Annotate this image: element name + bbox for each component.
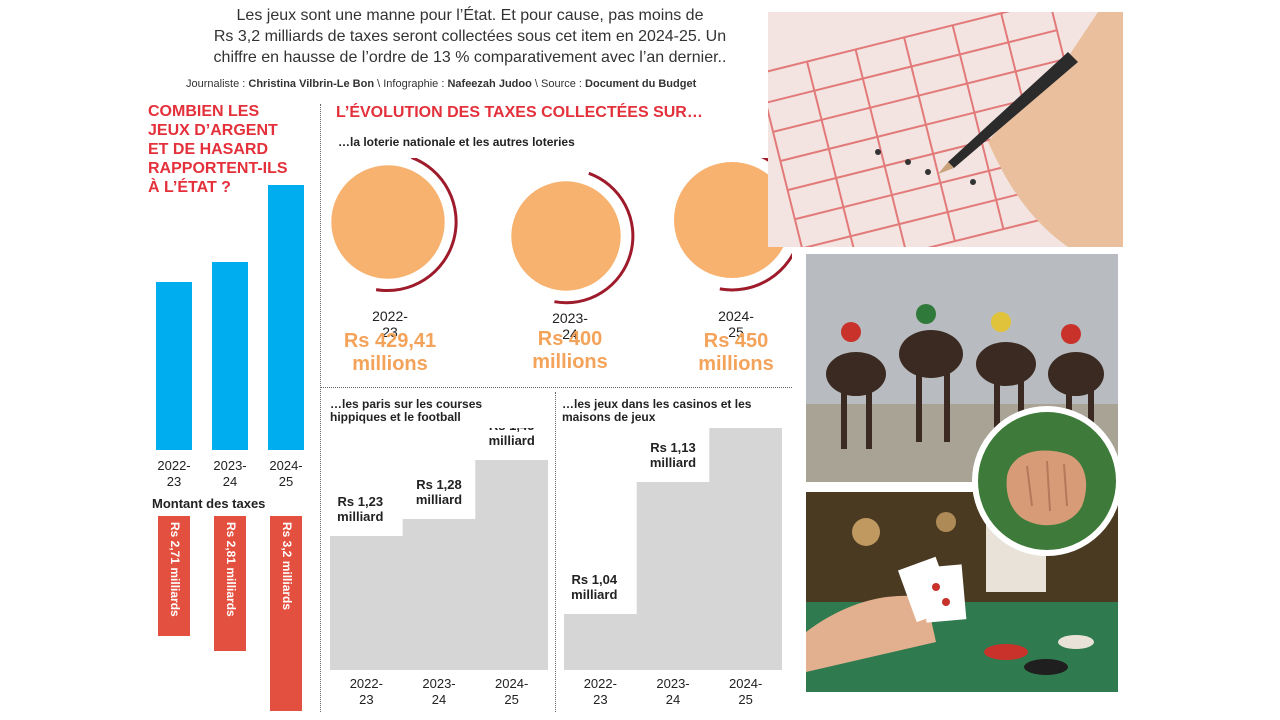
main-title-line: COMBIEN LES	[148, 103, 260, 120]
step-value-label: Rs 1,23 milliard	[337, 494, 383, 524]
x-tick-label: 2024- 25	[269, 458, 303, 489]
x-tick-label: 2023- 24	[656, 676, 690, 707]
divider-vertical-2	[555, 392, 556, 712]
journalist-name: Christina Vilbrin-Le Bon	[248, 78, 375, 90]
x-tick-label: 2023- 24	[422, 676, 456, 707]
loterie-labels: 2022-23 Rs 429,41 millions 2023-24 Rs 400 mil…	[322, 308, 792, 380]
fist-photo	[972, 406, 1122, 556]
loterie-arc	[554, 171, 635, 305]
main-title-line: JEUX D’ARGENT	[148, 122, 278, 139]
total-tax-bar	[212, 262, 248, 450]
casino-photo	[806, 492, 1118, 692]
tax-amount-label: Rs 2,81 milliards	[224, 522, 238, 617]
total-taxes-x-axis: 2022- 23 2023- 24 2024- 25	[150, 458, 310, 494]
intro-line-1: Les jeux sont une manne pour l’État. Et …	[236, 7, 704, 24]
tax-amount-label: Rs 3,2 milliards	[280, 522, 294, 611]
paris-subtitle: …les paris sur les courses hippiques et …	[330, 398, 482, 424]
paris-subtitle-line: …les paris sur les courses	[330, 397, 483, 411]
paris-subtitle-line: hippiques et le football	[330, 410, 461, 424]
step-value-label: Rs 1,04 milliard	[571, 572, 618, 602]
loterie-year: 2022-23	[372, 308, 408, 340]
loterie-subtitle: …la loterie nationale et les autres lote…	[338, 135, 575, 149]
x-tick-label: 2023- 24	[213, 458, 247, 489]
loterie-amount: Rs 429,41 millions	[343, 330, 437, 375]
x-tick-label: 2022- 23	[157, 458, 191, 489]
main-title: COMBIEN LES JEUX D’ARGENT ET DE HASARD R…	[148, 102, 308, 197]
intro-paragraph: Les jeux sont une manne pour l’État. Et …	[180, 5, 760, 68]
section-title: L’ÉVOLUTION DES TAXES COLLECTÉES SUR…	[336, 104, 703, 121]
x-tick-label: 2024- 25	[729, 676, 763, 707]
journalist-label: Journaliste :	[186, 78, 249, 90]
loterie-bubble-chart	[331, 158, 792, 305]
main-title-line: RAPPORTENT-ILS	[148, 160, 288, 177]
casinos-subtitle-line: maisons de jeux	[562, 410, 656, 424]
casinos-subtitle-line: …les jeux dans les casinos et les	[562, 397, 752, 411]
x-tick-label: 2024- 25	[495, 676, 529, 707]
loterie-year: 2023-24	[552, 310, 588, 342]
x-tick-label: 2022- 23	[349, 676, 383, 707]
loterie-arc	[375, 158, 458, 293]
loterie-bubble	[511, 181, 621, 291]
tax-amount-bar: Rs 3,2 milliards	[270, 516, 302, 711]
step-area	[330, 460, 548, 670]
intro-line-3: chiffre en hausse de l’ordre de 13 % com…	[213, 49, 727, 66]
tax-amount-bar: Rs 2,71 milliards	[158, 516, 190, 636]
main-title-line: ET DE HASARD	[148, 141, 269, 158]
casinos-x-axis: 2022- 23 2023- 24 2024- 25	[564, 676, 784, 712]
credits: Journaliste : Christina Vilbrin-Le Bon \…	[186, 78, 696, 90]
step-area	[564, 428, 782, 670]
step-value-label: Rs 1,45milliard	[489, 428, 535, 448]
loterie-amount: Rs 450 millions	[698, 330, 774, 375]
infographic-label: \ Infographie :	[374, 78, 448, 90]
loterie-bubble	[674, 162, 790, 278]
source-label: \ Source :	[531, 78, 586, 90]
casinos-subtitle: …les jeux dans les casinos et les maison…	[562, 398, 751, 424]
infographic-name: Nafeezah Judoo	[447, 78, 532, 90]
tax-amount-label: Rs 2,71 milliards	[168, 522, 182, 617]
loterie-bubble	[331, 165, 445, 279]
main-title-line: À L’ÉTAT ?	[148, 179, 231, 196]
total-taxes-bar-chart	[156, 185, 304, 450]
total-tax-bar	[156, 282, 192, 450]
source-name: Document du Budget	[585, 78, 697, 90]
loterie-year: 2024-25	[718, 308, 754, 340]
tax-amount-label: Montant des taxes	[152, 496, 266, 511]
loterie-amount: Rs 400 millions	[532, 328, 608, 373]
tax-amount-bar: Rs 2,81 milliards	[214, 516, 246, 651]
lottery-ticket-photo	[768, 12, 1123, 247]
x-tick-label: 2022- 23	[583, 676, 617, 707]
step-value-label: Rs 1,28 milliard	[416, 477, 462, 507]
step-value-label: Rs 1,13 milliard	[650, 440, 696, 470]
tax-amount-bars: Rs 2,71 milliards Rs 2,81 milliards Rs 3,2…	[150, 516, 310, 716]
paris-x-axis: 2022- 23 2023- 24 2024- 25	[330, 676, 550, 712]
divider-horizontal	[320, 387, 792, 388]
divider-vertical	[320, 104, 321, 712]
intro-line-2: Rs 3,2 milliards de taxes seront collect…	[213, 28, 727, 45]
total-tax-bar	[268, 185, 304, 450]
